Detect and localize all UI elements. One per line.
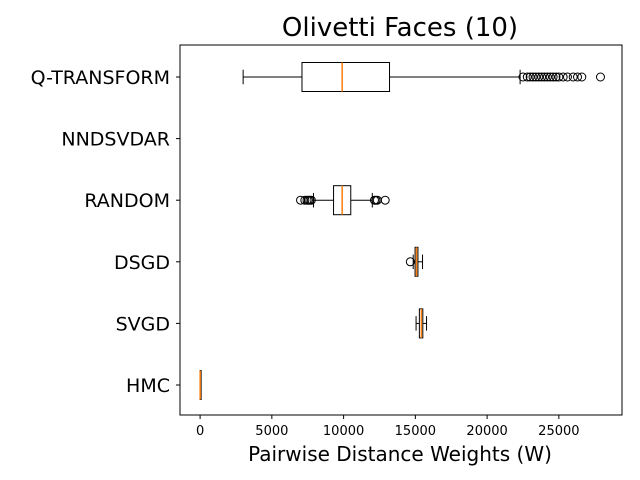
outlier-point [528, 72, 538, 82]
x-tick-label: 15000 [395, 424, 436, 439]
x-tick-label: 25000 [538, 424, 579, 439]
outlier-point [531, 72, 541, 82]
y-tick-label: DSGD [114, 252, 170, 274]
plot-area: 0 5000 10000 15000 20000 25000 HMC SVGD DSGD RAND… [31, 44, 623, 439]
outlier-point [518, 72, 528, 82]
outlier-point [554, 72, 564, 82]
outlier-point [380, 195, 390, 205]
outlier-point [540, 72, 550, 82]
box-q-transform [301, 62, 391, 92]
chart-title: Olivetti Faces (10) [282, 13, 518, 43]
x-tick-label: 5000 [255, 424, 288, 439]
outlier-point [405, 257, 415, 267]
outlier-point [548, 72, 558, 82]
outlier-point [595, 72, 605, 82]
x-axis-label: Pairwise Distance Weights (W) [248, 442, 552, 466]
x-tick-label: 20000 [466, 424, 507, 439]
outlier-point [577, 72, 587, 82]
x-tick-label: 0 [196, 424, 204, 439]
outlier-point [537, 72, 547, 82]
plot-frame [179, 44, 623, 416]
x-tick-label: 10000 [323, 424, 364, 439]
outlier-point [525, 72, 535, 82]
y-tick-label: NNDSVDAR [61, 129, 170, 151]
outlier-point [558, 72, 568, 82]
y-tick-label: Q-TRANSFORM [31, 67, 170, 89]
outlier-point [551, 72, 561, 82]
outlier-point [306, 195, 316, 205]
outlier-point [522, 72, 532, 82]
y-tick-label: SVGD [116, 313, 170, 335]
y-tick-label: HMC [126, 375, 170, 397]
outlier-point [542, 72, 552, 82]
outlier-point [545, 72, 555, 82]
outlier-point [300, 195, 310, 205]
outlier-point [568, 72, 578, 82]
outlier-point [562, 72, 572, 82]
outlier-point [534, 72, 544, 82]
outlier-point [573, 72, 583, 82]
y-tick-label: RANDOM [84, 190, 170, 212]
